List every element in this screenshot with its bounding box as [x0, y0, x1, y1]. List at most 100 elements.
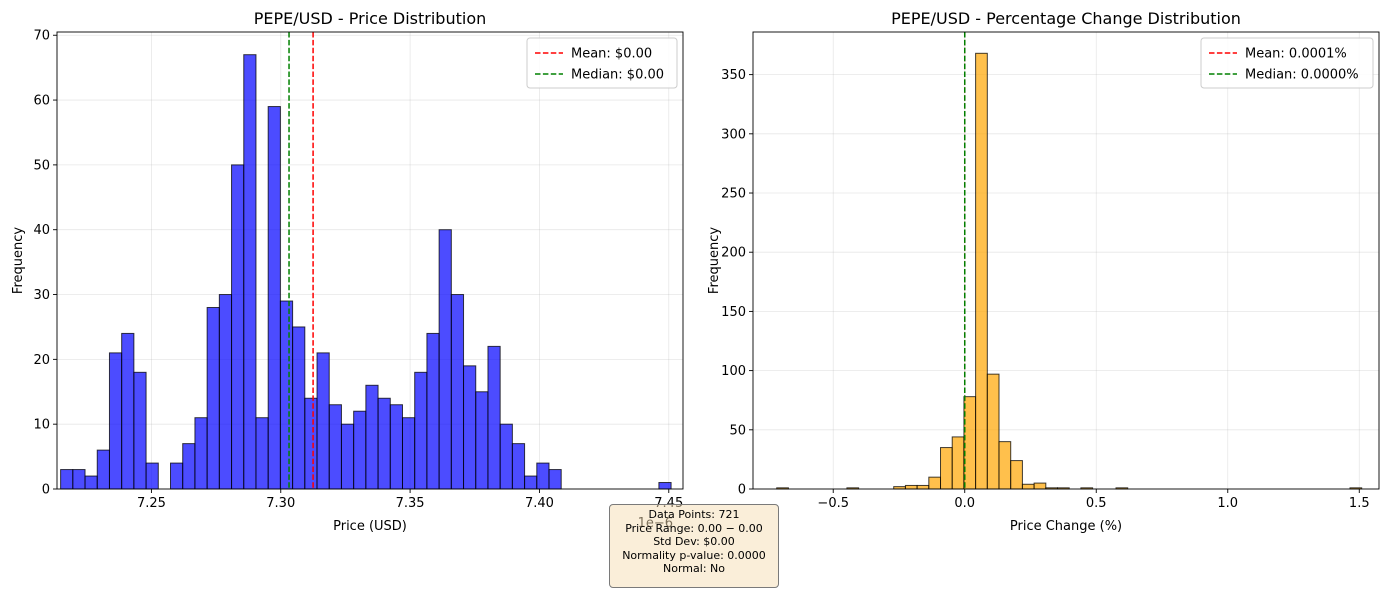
stat-std-dev: Std Dev: $0.00: [653, 535, 735, 549]
histogram-bar: [487, 345, 501, 490]
legend-entry: Mean: 0.0001%: [1245, 47, 1347, 62]
histogram-bar: [511, 443, 526, 490]
y-tick-label: 20: [33, 353, 50, 368]
y-tick-label: 250: [721, 187, 746, 202]
y-tick-label: 60: [33, 94, 50, 109]
stat-data-points: Data Points: 721: [648, 508, 740, 521]
histogram-bar: [72, 469, 86, 490]
histogram-bar: [206, 306, 220, 490]
histogram-bar: [377, 397, 391, 490]
chart-title: PEPE/USD - Price Distribution: [254, 9, 487, 28]
y-tick-label: 150: [721, 305, 746, 320]
price-distribution-chart: 7.257.307.357.407.450102030405060701e−6P…: [11, 9, 684, 534]
histogram-bar: [1010, 460, 1023, 490]
histogram-bar: [231, 164, 245, 490]
histogram-bar: [414, 371, 428, 490]
histogram-bar: [316, 352, 330, 490]
histogram-bar: [986, 373, 1000, 490]
histogram-bar: [84, 475, 98, 490]
statistics-box: Data Points: 721 Price Range: 0.00 − 0.0…: [609, 504, 779, 588]
y-tick-label: 50: [729, 423, 746, 438]
y-tick-label: 30: [33, 288, 50, 303]
legend-frame: [1200, 37, 1374, 89]
histogram-bar: [524, 475, 538, 490]
histogram-bar: [60, 469, 74, 490]
histogram-bar: [340, 423, 355, 490]
histogram-bar: [108, 352, 123, 490]
histogram-bar: [963, 396, 977, 490]
x-tick-label: 0.5: [1086, 496, 1107, 511]
y-tick-label: 40: [33, 223, 50, 238]
y-tick-label: 70: [33, 29, 50, 44]
legend: Mean: 0.0001% Median: 0.0000%: [1200, 37, 1374, 89]
histogram-bar: [133, 371, 147, 490]
axes-frame: [752, 31, 1380, 490]
y-tick-label: 10: [33, 418, 50, 433]
histogram-bar: [658, 482, 672, 490]
stat-price-range: Price Range: 0.00 − 0.00: [625, 521, 763, 535]
y-tick-label: 0: [738, 483, 746, 498]
legend-entry: Mean: $0.00: [571, 47, 652, 62]
y-tick-label: 350: [721, 68, 746, 83]
histogram-bar: [463, 365, 477, 490]
histogram-bar: [940, 447, 953, 490]
percentage-change-distribution-chart: −0.5 0.0 0.5 1.0 1.5 0 50 100 150 200 250 300 350 PEP…: [707, 9, 1380, 534]
y-tick-label: 300: [721, 127, 746, 142]
histogram-bar: [499, 423, 513, 490]
histogram-bar: [426, 332, 440, 490]
x-tick-label: 7.40: [525, 496, 554, 511]
histogram-bar: [328, 404, 342, 490]
histogram-bar: [365, 384, 379, 490]
histogram-bar: [170, 462, 184, 490]
stat-normal: Normal: No: [663, 562, 725, 576]
histogram-bar: [928, 476, 942, 490]
x-axis-label: Price (USD): [333, 519, 407, 534]
histogram-bar: [548, 469, 562, 490]
histogram-bar: [475, 391, 489, 490]
histogram-bar: [304, 397, 318, 490]
x-tick-label: 7.30: [266, 496, 295, 511]
histogram-bar: [121, 332, 135, 490]
y-axis-label: Frequency: [707, 227, 722, 294]
histogram-bar: [975, 52, 988, 490]
histogram-bar: [998, 441, 1012, 490]
x-tick-label: −0.5: [817, 496, 849, 511]
y-tick-label: 0: [42, 483, 50, 498]
histogram-bar: [267, 106, 281, 490]
histogram-bar: [145, 462, 159, 490]
histogram-bar: [218, 294, 233, 490]
histogram-bar: [1033, 482, 1047, 490]
x-tick-label: 1.0: [1217, 496, 1238, 511]
legend: Mean: $0.00 Median: $0.00: [526, 37, 678, 89]
histogram-bar: [194, 417, 208, 490]
y-tick-label: 50: [33, 158, 50, 173]
histogram-bar: [450, 294, 465, 490]
histogram-bar: [389, 404, 403, 490]
axes-frame: [56, 31, 684, 490]
x-axis-label: Price Change (%): [1010, 519, 1122, 534]
x-tick-label: 7.25: [137, 496, 166, 511]
histogram-bar: [536, 462, 550, 490]
histogram-bar: [255, 417, 269, 490]
y-axis-label: Frequency: [11, 227, 26, 294]
chart-title: PEPE/USD - Percentage Change Distributio…: [891, 9, 1241, 28]
histogram-bar: [243, 54, 257, 490]
legend-entry: Median: 0.0000%: [1245, 68, 1359, 83]
x-tick-label: 7.35: [396, 496, 425, 511]
histogram-bar: [182, 443, 196, 490]
legend-frame: [526, 37, 678, 89]
histogram-bar: [96, 449, 110, 490]
histogram-bar: [951, 436, 965, 490]
x-tick-label: 1.5: [1349, 496, 1370, 511]
y-tick-label: 200: [721, 246, 746, 261]
histogram-bar: [279, 300, 294, 490]
legend-entry: Median: $0.00: [571, 68, 664, 83]
histogram-bar: [401, 417, 416, 490]
histogram-bar: [916, 484, 930, 490]
x-tick-label: 0.0: [954, 496, 975, 511]
histogram-bar: [292, 326, 306, 490]
histogram-bar: [1021, 483, 1035, 490]
y-tick-label: 100: [721, 364, 746, 379]
histogram-bar: [904, 484, 918, 490]
